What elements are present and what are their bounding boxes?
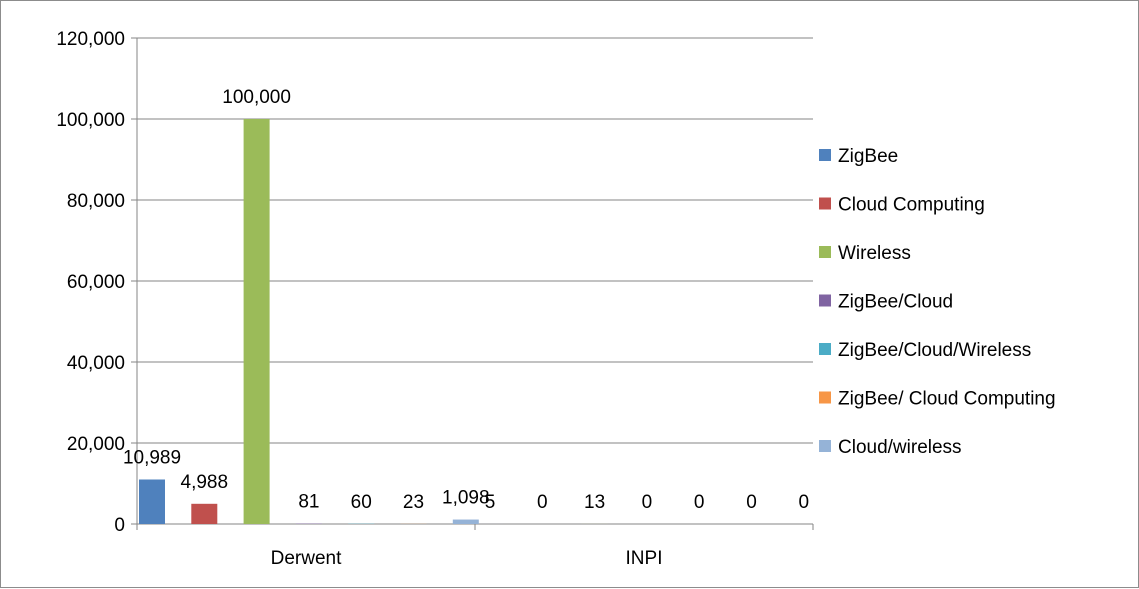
legend-label: Wireless [838, 243, 911, 264]
legend-swatch [819, 295, 831, 307]
data-label: 1,098 [442, 488, 490, 509]
legend: ZigBee Cloud Computing Wireless ZigBee/Clou… [819, 146, 1056, 458]
legend-label: ZigBee/ Cloud Computing [838, 389, 1056, 410]
y-tick-label: 60,000 [67, 272, 125, 293]
y-tick-label: 80,000 [67, 191, 125, 212]
y-tick-label: 120,000 [56, 29, 125, 50]
legend-label: ZigBee [838, 146, 898, 167]
legend-swatch [819, 149, 831, 161]
x-category-label: Derwent [271, 548, 342, 569]
data-label: 0 [799, 492, 810, 513]
legend-swatch [819, 440, 831, 452]
data-label: 23 [403, 492, 424, 513]
bar [139, 479, 165, 524]
data-label: 0 [642, 492, 653, 513]
legend-swatch [819, 198, 831, 210]
axes: 0 20,000 40,000 60,000 80,000 100,000 120,000 D… [56, 29, 813, 569]
legend-label: Cloud Computing [838, 195, 985, 216]
data-label: 10,989 [123, 447, 181, 468]
data-label: 0 [746, 492, 757, 513]
legend-swatch [819, 343, 831, 355]
data-label: 100,000 [222, 87, 291, 108]
data-label: 81 [298, 492, 319, 513]
y-tick-label: 100,000 [56, 110, 125, 131]
y-tick-label: 0 [114, 515, 125, 536]
data-label: 60 [351, 492, 372, 513]
data-label: 4,988 [181, 472, 229, 493]
legend-label: ZigBee/Cloud/Wireless [838, 340, 1031, 361]
y-tick-label: 20,000 [67, 434, 125, 455]
bar [191, 504, 217, 524]
y-tick-label: 40,000 [67, 353, 125, 374]
legend-label: ZigBee/Cloud [838, 292, 953, 313]
data-label: 0 [537, 492, 548, 513]
bar [453, 520, 479, 524]
x-category-label: INPI [626, 548, 663, 569]
legend-swatch [819, 246, 831, 258]
legend-label: Cloud/wireless [838, 437, 962, 458]
bars [139, 119, 608, 524]
bar [244, 119, 270, 524]
data-label: 13 [584, 492, 605, 513]
legend-swatch [819, 392, 831, 404]
data-label: 0 [694, 492, 705, 513]
